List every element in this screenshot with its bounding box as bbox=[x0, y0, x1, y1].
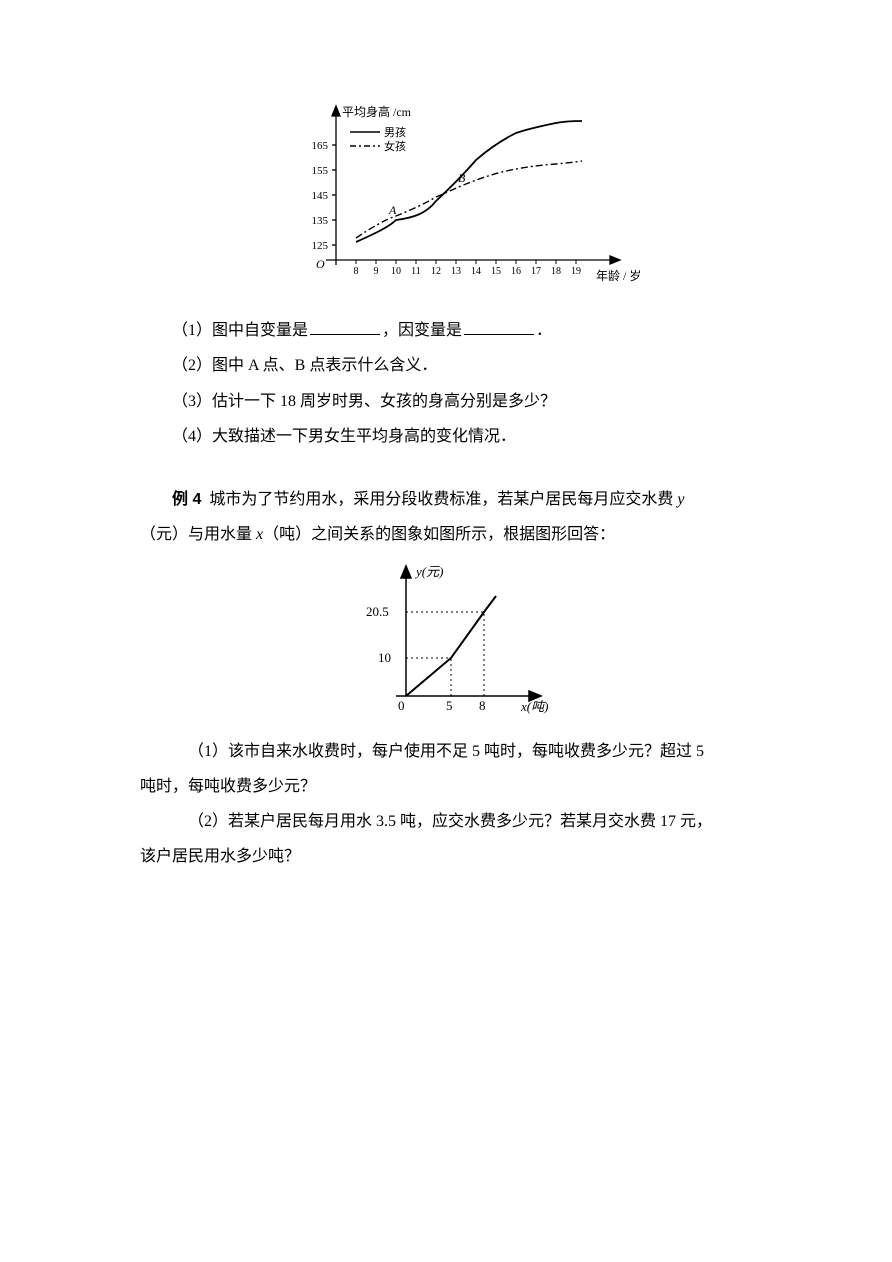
svg-text:9: 9 bbox=[374, 266, 379, 277]
svg-text:8: 8 bbox=[479, 698, 486, 713]
ytick-135: 135 bbox=[312, 215, 329, 227]
question-1: （1）图中自变量是 ，因变量是 ． bbox=[140, 313, 772, 348]
question-3: （3）估计一下 18 周岁时男、女孩的身高分别是多少？ bbox=[140, 384, 772, 419]
blank-1[interactable] bbox=[310, 318, 380, 335]
water-fee-chart: 0 5 8 10 20.5 y(元) x(吨) bbox=[140, 556, 772, 729]
height-chart: 125 135 145 155 165 8 9 10 11 12 13 14 15 16… bbox=[140, 100, 772, 303]
svg-text:16: 16 bbox=[511, 266, 521, 277]
chart2-ylabel: y(元) bbox=[414, 564, 443, 579]
ex4-q1-line1: （1）该市自来水收费时，每户使用不足 5 吨时，每吨收费多少元？超过 5 bbox=[140, 734, 772, 769]
ex4-q2-line2: 该户居民用水多少吨？ bbox=[140, 839, 772, 874]
q1-end: ． bbox=[536, 322, 552, 339]
svg-text:5: 5 bbox=[446, 698, 453, 713]
svg-text:8: 8 bbox=[354, 266, 359, 277]
svg-text:12: 12 bbox=[431, 266, 441, 277]
example-4-intro: 例 4 城市为了节约用水，采用分段收费标准，若某户居民每月应交水费 y bbox=[140, 482, 772, 517]
svg-text:15: 15 bbox=[491, 266, 501, 277]
legend-girls: 女孩 bbox=[384, 139, 406, 153]
question-2: （2）图中 A 点、B 点表示什么含义． bbox=[140, 348, 772, 383]
blank-2[interactable] bbox=[464, 318, 534, 335]
legend-boys: 男孩 bbox=[384, 126, 406, 139]
svg-text:10: 10 bbox=[391, 266, 401, 277]
svg-text:0: 0 bbox=[398, 698, 405, 713]
ytick-145: 145 bbox=[312, 190, 329, 202]
q1-prefix: （1）图中自变量是 bbox=[172, 322, 308, 339]
boys-line bbox=[356, 121, 582, 242]
question-4: （4）大致描述一下男女生平均身高的变化情况． bbox=[140, 419, 772, 454]
svg-text:17: 17 bbox=[531, 266, 541, 277]
svg-text:20.5: 20.5 bbox=[366, 604, 389, 619]
svg-text:13: 13 bbox=[451, 266, 461, 277]
example-4-intro-cont: （元）与用水量 x（吨）之间关系的图象如图所示，根据图形回答： bbox=[140, 517, 772, 552]
chart2-xlabel: x(吨) bbox=[520, 699, 548, 714]
ex4-q1-line2: 吨时，每吨收费多少元？ bbox=[140, 769, 772, 804]
svg-text:19: 19 bbox=[571, 266, 581, 277]
svg-text:O: O bbox=[316, 257, 325, 271]
chart1-xlabel: 年龄 / 岁 bbox=[596, 268, 641, 283]
point-b-label: B bbox=[458, 171, 466, 185]
girls-line bbox=[356, 161, 582, 238]
point-a-label: A bbox=[388, 203, 397, 217]
chart1-ylabel: 平均身高 /cm bbox=[342, 104, 412, 119]
ex4-q2-line1: （2）若某户居民每月用水 3.5 吨，应交水费多少元？若某月交水费 17 元， bbox=[140, 804, 772, 839]
svg-text:14: 14 bbox=[471, 266, 481, 277]
svg-text:10: 10 bbox=[378, 650, 391, 665]
svg-text:11: 11 bbox=[411, 266, 421, 277]
svg-text:18: 18 bbox=[551, 266, 561, 277]
ytick-165: 165 bbox=[312, 140, 329, 152]
q1-mid: ，因变量是 bbox=[382, 322, 462, 339]
example-4-label: 例 4 bbox=[172, 491, 201, 508]
ytick-125: 125 bbox=[312, 240, 329, 252]
ytick-155: 155 bbox=[312, 165, 329, 177]
